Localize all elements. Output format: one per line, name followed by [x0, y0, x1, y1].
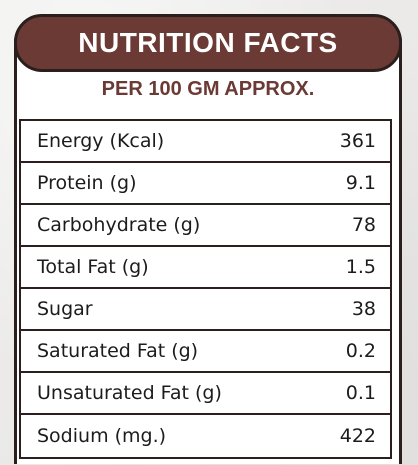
table-row-energy: Energy (Kcal) 361 — [21, 121, 390, 163]
table-row-saturated-fat: Saturated Fat (g) 0.2 — [21, 331, 390, 373]
table-row-protein: Protein (g) 9.1 — [21, 163, 390, 205]
row-value: 38 — [351, 298, 376, 320]
table-row-total-fat: Total Fat (g) 1.5 — [21, 247, 390, 289]
table-row-carbohydrate: Carbohydrate (g) 78 — [21, 205, 390, 247]
row-value: 361 — [339, 130, 376, 152]
row-label: Sugar — [37, 298, 93, 320]
row-value: 0.2 — [345, 340, 376, 362]
table-row-unsaturated-fat: Unsaturated Fat (g) 0.1 — [21, 373, 390, 415]
row-value: 9.1 — [345, 172, 376, 194]
table-row-sodium: Sodium (mg.) 422 — [21, 415, 390, 459]
row-label: Carbohydrate (g) — [37, 214, 201, 236]
row-value: 1.5 — [345, 256, 376, 278]
row-label: Saturated Fat (g) — [37, 340, 199, 362]
page-title: NUTRITION FACTS — [78, 27, 338, 58]
title-banner: NUTRITION FACTS — [14, 14, 402, 72]
row-label: Total Fat (g) — [37, 256, 149, 278]
row-value: 0.1 — [345, 382, 376, 404]
nutrition-table: Energy (Kcal) 361 Protein (g) 9.1 Carboh… — [19, 119, 392, 459]
row-label: Energy (Kcal) — [37, 130, 165, 152]
row-value: 78 — [351, 214, 376, 236]
serving-subtitle: PER 100 GM APPROX. — [101, 78, 315, 100]
row-label: Unsaturated Fat (g) — [37, 382, 222, 404]
nutrition-card — [14, 20, 402, 464]
table-row-sugar: Sugar 38 — [21, 289, 390, 331]
row-value: 422 — [339, 425, 376, 447]
row-label: Protein (g) — [37, 172, 137, 194]
row-label: Sodium (mg.) — [37, 425, 167, 447]
